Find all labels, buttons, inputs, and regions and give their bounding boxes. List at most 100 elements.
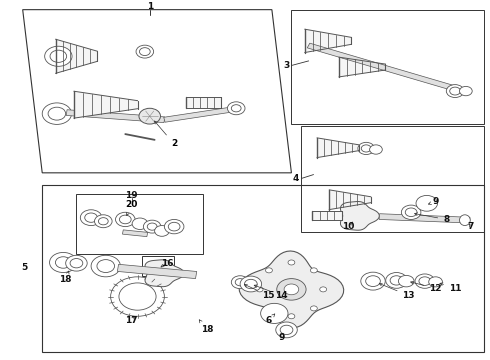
Polygon shape xyxy=(313,211,342,220)
Polygon shape xyxy=(66,110,165,123)
Circle shape xyxy=(460,86,472,96)
Circle shape xyxy=(266,268,272,273)
Circle shape xyxy=(227,102,245,115)
Circle shape xyxy=(288,314,295,319)
Text: 13: 13 xyxy=(379,283,415,300)
Bar xyxy=(301,126,485,232)
Circle shape xyxy=(256,287,263,292)
Text: 9: 9 xyxy=(428,197,439,206)
Circle shape xyxy=(50,50,67,62)
Circle shape xyxy=(358,142,374,154)
Text: 15: 15 xyxy=(245,284,275,300)
Circle shape xyxy=(245,279,257,289)
Circle shape xyxy=(277,279,306,300)
Circle shape xyxy=(231,276,249,289)
Circle shape xyxy=(139,108,160,124)
Polygon shape xyxy=(329,190,371,210)
Circle shape xyxy=(398,275,414,287)
Circle shape xyxy=(49,252,77,273)
Circle shape xyxy=(168,222,180,231)
Text: 20: 20 xyxy=(125,200,138,216)
Circle shape xyxy=(415,274,435,288)
Circle shape xyxy=(80,210,102,226)
Circle shape xyxy=(91,255,121,277)
Text: 2: 2 xyxy=(154,121,177,148)
Text: 7: 7 xyxy=(467,222,474,231)
Circle shape xyxy=(132,218,148,229)
Polygon shape xyxy=(239,251,343,328)
Circle shape xyxy=(85,213,98,222)
Circle shape xyxy=(55,257,71,268)
Polygon shape xyxy=(339,57,386,77)
Text: 10: 10 xyxy=(343,222,355,231)
Circle shape xyxy=(280,325,293,334)
Text: 3: 3 xyxy=(283,61,290,70)
Circle shape xyxy=(136,45,154,58)
Text: 18: 18 xyxy=(199,320,213,334)
Circle shape xyxy=(284,284,299,295)
Polygon shape xyxy=(341,202,379,230)
Text: 6: 6 xyxy=(265,314,275,325)
Text: 18: 18 xyxy=(59,271,72,284)
Circle shape xyxy=(320,287,327,292)
Text: 11: 11 xyxy=(440,283,462,293)
Text: 5: 5 xyxy=(21,264,27,273)
Text: 16: 16 xyxy=(161,259,173,268)
Circle shape xyxy=(66,255,87,271)
Polygon shape xyxy=(379,214,470,223)
Bar xyxy=(143,256,174,276)
Circle shape xyxy=(261,303,288,323)
Bar xyxy=(292,10,485,125)
Circle shape xyxy=(42,103,72,125)
Circle shape xyxy=(288,260,295,265)
Circle shape xyxy=(361,272,385,290)
Text: 17: 17 xyxy=(125,316,138,325)
Circle shape xyxy=(311,306,318,311)
Circle shape xyxy=(240,276,262,292)
Polygon shape xyxy=(56,39,97,73)
Bar xyxy=(76,194,203,253)
Circle shape xyxy=(361,145,371,152)
Circle shape xyxy=(235,279,245,286)
Circle shape xyxy=(119,283,156,310)
Polygon shape xyxy=(317,138,359,158)
Text: 8: 8 xyxy=(415,213,449,224)
Circle shape xyxy=(155,226,169,236)
Text: 4: 4 xyxy=(293,174,299,183)
Circle shape xyxy=(231,105,241,112)
Polygon shape xyxy=(122,230,147,237)
Polygon shape xyxy=(186,97,220,108)
Polygon shape xyxy=(118,264,197,279)
Circle shape xyxy=(401,205,421,220)
Circle shape xyxy=(450,87,461,95)
Circle shape xyxy=(386,273,407,288)
Circle shape xyxy=(266,306,272,311)
Circle shape xyxy=(140,48,150,55)
Polygon shape xyxy=(164,106,241,122)
Circle shape xyxy=(95,215,112,228)
Polygon shape xyxy=(145,260,184,287)
Bar xyxy=(42,185,485,352)
Text: 9: 9 xyxy=(278,333,285,342)
Circle shape xyxy=(98,218,108,225)
Circle shape xyxy=(276,322,297,338)
Polygon shape xyxy=(74,91,138,118)
Circle shape xyxy=(405,208,417,217)
Circle shape xyxy=(48,107,66,120)
Polygon shape xyxy=(305,29,351,53)
Circle shape xyxy=(144,220,161,233)
Circle shape xyxy=(147,223,157,230)
Circle shape xyxy=(311,268,318,273)
Circle shape xyxy=(429,277,442,287)
Circle shape xyxy=(120,215,131,224)
Ellipse shape xyxy=(460,215,470,226)
Circle shape xyxy=(164,220,184,234)
Circle shape xyxy=(419,277,431,285)
Circle shape xyxy=(70,258,83,268)
Circle shape xyxy=(45,46,72,66)
Circle shape xyxy=(111,277,164,316)
Text: 14: 14 xyxy=(254,285,288,300)
Circle shape xyxy=(369,145,382,154)
Text: 12: 12 xyxy=(411,281,442,293)
Circle shape xyxy=(97,260,115,273)
